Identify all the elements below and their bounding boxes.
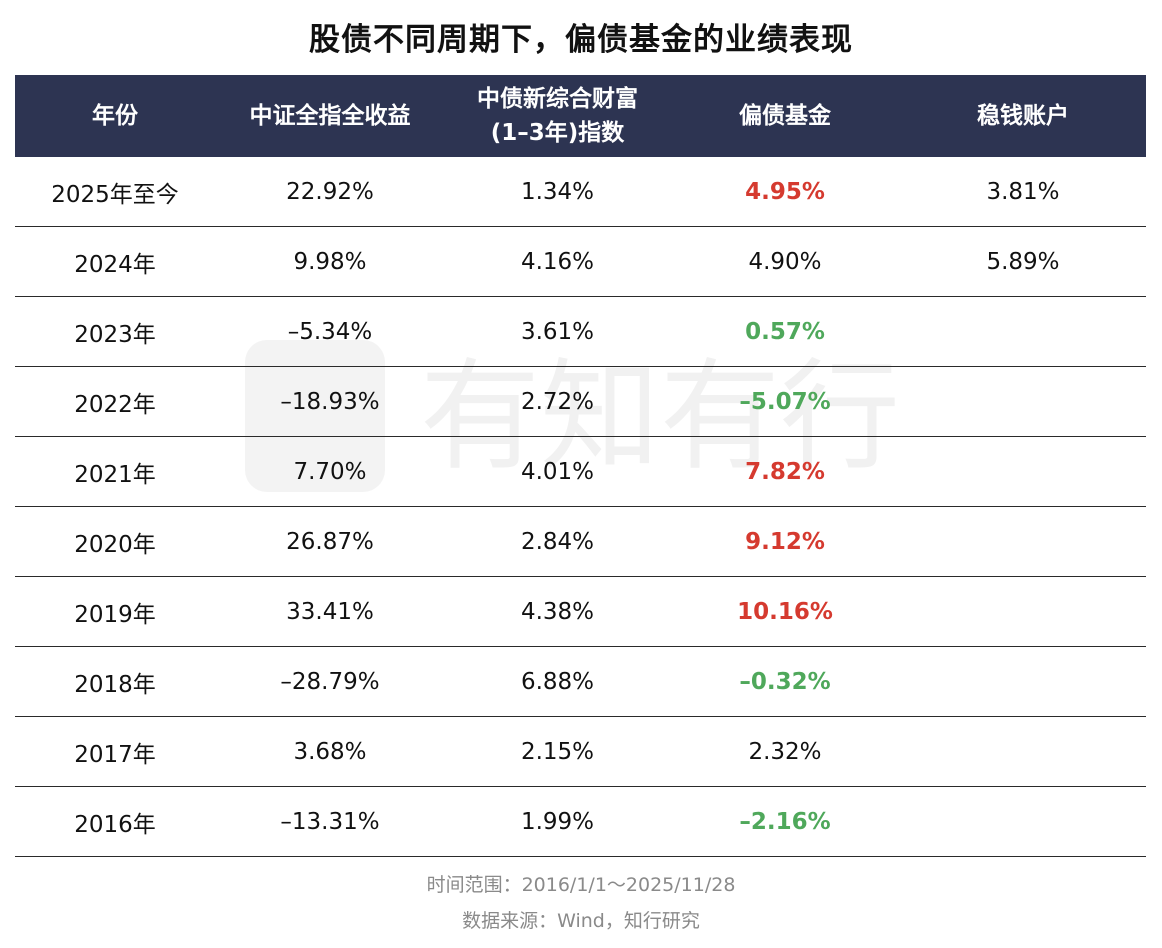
cell-bond-index-return: 2.15%: [520, 738, 595, 765]
cell-csi-return: 3.68%: [293, 738, 367, 765]
cell-wallet-return: 5.89%: [986, 248, 1060, 275]
cell-wallet-return: [900, 297, 1146, 366]
header-bond-index-line1: 中债新综合财富: [477, 86, 638, 112]
table-row: 2017年 3.68% 2.15% 2.32%: [15, 717, 1146, 787]
cell-bond-index-return: 4.38%: [520, 598, 595, 625]
header-wallet-label: 稳钱账户: [977, 103, 1069, 129]
cell-year: 2021年: [74, 461, 156, 488]
cell-bond-index-return: 1.99%: [520, 808, 595, 835]
cell-wallet-return: [900, 717, 1146, 786]
table-row: 2018年 –28.79% 6.88% –0.32%: [15, 647, 1146, 717]
cell-bond-index-return: 2.72%: [520, 388, 595, 415]
cell-bond-fund-return: 0.57%: [745, 318, 825, 345]
cell-year: 2017年: [74, 741, 156, 768]
header-bond-fund-label: 偏债基金: [739, 103, 831, 129]
table-row: 2019年 33.41% 4.38% 10.16%: [15, 577, 1146, 647]
cell-csi-return: –5.34%: [287, 318, 373, 345]
cell-year: 2023年: [74, 321, 156, 348]
cell-wallet-return: [900, 437, 1146, 506]
cell-wallet-return: [900, 577, 1146, 646]
footer-source: 数据来源：Wind，知行研究: [462, 910, 700, 932]
cell-bond-fund-return: –0.32%: [739, 668, 831, 695]
cell-csi-return: 9.98%: [293, 248, 367, 275]
header-wallet: 稳钱账户: [900, 75, 1146, 157]
cell-bond-fund-return: 4.95%: [745, 178, 825, 205]
cell-csi-return: 26.87%: [286, 528, 374, 555]
header-year: 年份: [15, 75, 215, 157]
cell-year: 2018年: [74, 671, 156, 698]
cell-bond-fund-return: 7.82%: [745, 458, 825, 485]
cell-bond-index-return: 1.34%: [520, 178, 595, 205]
cell-bond-index-return: 4.16%: [520, 248, 595, 275]
cell-csi-return: –18.93%: [280, 388, 380, 415]
cell-bond-index-return: 6.88%: [520, 668, 595, 695]
cell-year: 2022年: [74, 391, 156, 418]
cell-bond-fund-return: 4.90%: [748, 248, 822, 275]
cell-csi-return: 7.70%: [293, 458, 367, 485]
cell-csi-return: 22.92%: [286, 178, 374, 205]
cell-year: 2024年: [74, 251, 156, 278]
table-row: 2021年 7.70% 4.01% 7.82%: [15, 437, 1146, 507]
cell-bond-index-return: 3.61%: [520, 318, 595, 345]
cell-bond-index-return: 2.84%: [520, 528, 595, 555]
header-year-label: 年份: [92, 103, 138, 129]
cell-bond-fund-return: –5.07%: [739, 388, 831, 415]
cell-bond-index-return: 4.01%: [520, 458, 595, 485]
table-row: 2020年 26.87% 2.84% 9.12%: [15, 507, 1146, 577]
chart-title: 股债不同周期下，偏债基金的业绩表现: [309, 22, 853, 58]
cell-csi-return: 33.41%: [286, 598, 374, 625]
cell-wallet-return: [900, 507, 1146, 576]
cell-wallet-return: 3.81%: [986, 178, 1060, 205]
header-bond-index: 中债新综合财富 (1–3年)指数: [445, 75, 670, 157]
cell-csi-return: –13.31%: [280, 808, 380, 835]
header-bond-fund: 偏债基金: [670, 75, 900, 157]
header-csi: 中证全指全收益: [215, 75, 445, 157]
table-row: 2022年 –18.93% 2.72% –5.07%: [15, 367, 1146, 437]
table-row: 2025年至今 22.92% 1.34% 4.95% 3.81%: [15, 157, 1146, 227]
performance-table: 年份 中证全指全收益 中债新综合财富 (1–3年)指数 偏债基金 稳钱账户 20…: [15, 75, 1146, 857]
cell-wallet-return: [900, 647, 1146, 716]
cell-wallet-return: [900, 367, 1146, 436]
cell-year: 2019年: [74, 601, 156, 628]
cell-bond-fund-return: 9.12%: [745, 528, 825, 555]
table-row: 2016年 –13.31% 1.99% –2.16%: [15, 787, 1146, 857]
cell-bond-fund-return: 2.32%: [748, 738, 822, 765]
header-csi-label: 中证全指全收益: [249, 103, 411, 129]
table-row: 2023年 –5.34% 3.61% 0.57%: [15, 297, 1146, 367]
cell-year: 2025年至今: [51, 181, 179, 208]
cell-csi-return: –28.79%: [280, 668, 380, 695]
table-header: 年份 中证全指全收益 中债新综合财富 (1–3年)指数 偏债基金 稳钱账户: [15, 75, 1146, 157]
cell-bond-fund-return: 10.16%: [737, 598, 833, 625]
footer-range: 时间范围：2016/1/1～2025/11/28: [426, 874, 736, 896]
header-bond-index-line2: (1–3年)指数: [490, 120, 625, 146]
table-row: 2024年 9.98% 4.16% 4.90% 5.89%: [15, 227, 1146, 297]
table-body: 2025年至今 22.92% 1.34% 4.95% 3.81% 2024年 9.98% 4.…: [15, 157, 1146, 857]
cell-year: 2016年: [74, 811, 156, 838]
cell-bond-fund-return: –2.16%: [739, 808, 831, 835]
cell-wallet-return: [900, 787, 1146, 856]
cell-year: 2020年: [74, 531, 156, 558]
